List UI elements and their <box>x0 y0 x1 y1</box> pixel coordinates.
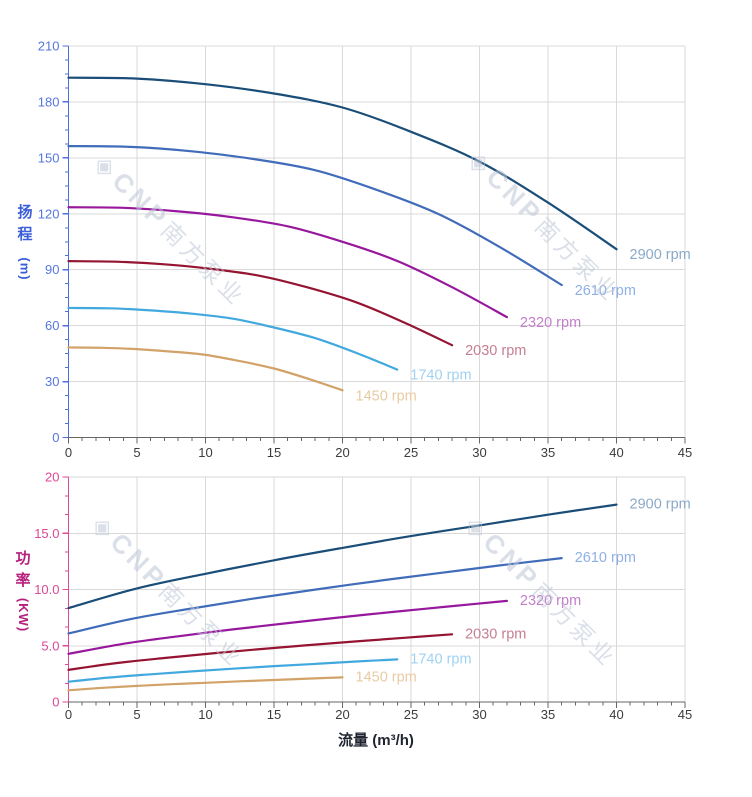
series-label-2900-head: 2900 rpm <box>630 247 691 263</box>
series-label-2320-power: 2320 rpm <box>520 593 581 609</box>
head-x-tick-label: 35 <box>541 445 555 460</box>
head-y-tick-label: 90 <box>45 262 59 277</box>
head-x-tick-label: 5 <box>133 445 140 460</box>
power-x-tick-label: 40 <box>609 707 623 722</box>
series-label-2900-power: 2900 rpm <box>630 497 691 513</box>
power-x-tick-label: 15 <box>267 707 281 722</box>
series-label-1740-head: 1740 rpm <box>410 368 471 384</box>
power-y-tick-label: 10.0 <box>34 582 59 597</box>
curve-2030-power <box>67 633 454 671</box>
series-label-2610-head: 2610 rpm <box>575 283 636 299</box>
curve-2320-power <box>67 599 508 655</box>
series-label-1450-head: 1450 rpm <box>356 388 417 404</box>
series-label-2030-power: 2030 rpm <box>465 626 526 642</box>
head-y-tick-label: 0 <box>52 430 59 445</box>
head-x-tick-label: 10 <box>198 445 212 460</box>
head-y-tick-label: 150 <box>38 150 60 165</box>
series-label-2320-head: 2320 rpm <box>520 315 581 331</box>
power-x-tick-label: 45 <box>678 707 692 722</box>
curve-1740-head <box>67 306 399 371</box>
series-label-1740-power: 1740 rpm <box>410 651 471 667</box>
power-axis-title: 功 率 (KW) <box>8 548 38 632</box>
head-axis-unit: (m) <box>18 257 33 281</box>
power-x-tick-label: 0 <box>65 707 72 722</box>
curve-1450-power <box>67 676 344 692</box>
head-axis-title: 扬 程 (m) <box>10 202 40 281</box>
head-y-tick-label: 120 <box>38 206 60 221</box>
power-x-tick-label: 30 <box>472 707 486 722</box>
head-x-tick-label: 0 <box>65 445 72 460</box>
head-x-tick-label: 25 <box>404 445 418 460</box>
power-y-tick-label: 0 <box>52 695 59 710</box>
head-y-tick-label: 60 <box>45 318 59 333</box>
head-axis-title-char: 扬 <box>17 204 33 221</box>
curve-1450-head <box>67 346 344 392</box>
head-y-tick-label: 210 <box>38 39 60 54</box>
power-y-tick-label: 20 <box>45 470 59 485</box>
head-x-tick-label: 30 <box>472 445 486 460</box>
power-axis-title-char: 率 <box>15 572 31 589</box>
power-y-tick-label: 5.0 <box>41 638 59 653</box>
head-x-tick-label: 20 <box>335 445 349 460</box>
power-x-tick-label: 20 <box>335 707 349 722</box>
curve-2320-head <box>67 206 508 319</box>
curve-2900-head <box>67 76 618 251</box>
curve-2900-power <box>67 503 618 610</box>
curve-2030-head <box>67 260 454 347</box>
power-axis-title-char: 功 <box>15 550 31 567</box>
head-x-tick-label: 45 <box>678 445 692 460</box>
power-x-tick-label: 35 <box>541 707 555 722</box>
curve-1740-power <box>67 658 399 683</box>
power-x-tick-label: 10 <box>198 707 212 722</box>
head-axis-title-char: 程 <box>17 226 33 243</box>
flow-axis-title: 流量 (m³/h) <box>338 732 414 749</box>
power-x-tick-label: 25 <box>404 707 418 722</box>
power-x-tick-label: 5 <box>133 707 140 722</box>
curve-2610-head <box>67 145 563 287</box>
head-y-tick-label: 180 <box>38 94 60 109</box>
series-label-1450-power: 1450 rpm <box>356 669 417 685</box>
power-y-tick-label: 15.0 <box>34 526 59 541</box>
head-y-tick-label: 30 <box>45 374 59 389</box>
head-x-tick-label: 15 <box>267 445 281 460</box>
curve-2610-power <box>67 557 563 635</box>
power-axis-unit: (KW) <box>16 597 32 633</box>
series-label-2610-power: 2610 rpm <box>575 550 636 566</box>
head-x-tick-label: 40 <box>609 445 623 460</box>
series-label-2030-head: 2030 rpm <box>465 343 526 359</box>
